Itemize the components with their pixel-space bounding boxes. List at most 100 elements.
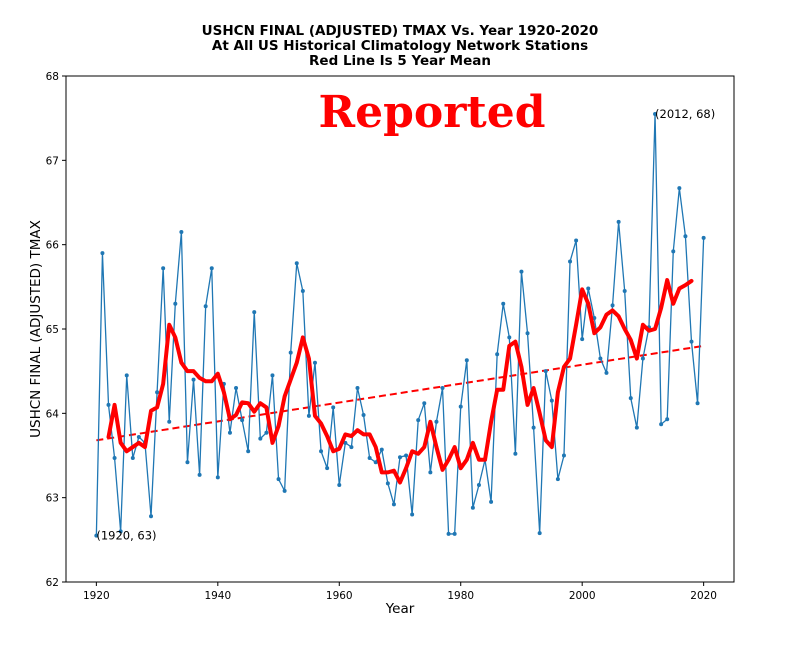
chart-title-line-2: At All US Historical Climatology Network… bbox=[212, 38, 588, 54]
y-tick-label: 62 bbox=[46, 577, 59, 589]
data-point bbox=[373, 460, 378, 465]
data-point bbox=[312, 360, 317, 365]
data-point bbox=[398, 455, 402, 460]
data-point bbox=[555, 477, 560, 482]
data-point bbox=[197, 472, 202, 477]
y-tick-label: 65 bbox=[46, 324, 59, 336]
data-point bbox=[653, 111, 658, 116]
data-point bbox=[282, 488, 287, 493]
data-point bbox=[191, 377, 196, 382]
data-point bbox=[112, 456, 117, 461]
x-tick-label: 1920 bbox=[83, 590, 110, 602]
data-point bbox=[604, 370, 609, 375]
data-point bbox=[94, 533, 99, 538]
x-tick-label: 2020 bbox=[690, 590, 717, 602]
x-axis: 1920 1940 1960 1980 2000 2020 bbox=[83, 582, 717, 602]
trend-line bbox=[96, 344, 704, 442]
x-tick-label: 2000 bbox=[569, 590, 596, 602]
data-point bbox=[294, 261, 299, 266]
data-point bbox=[185, 460, 190, 465]
data-point bbox=[574, 238, 579, 243]
data-point bbox=[179, 230, 184, 235]
data-point bbox=[276, 477, 281, 482]
data-point bbox=[586, 286, 591, 291]
data-point bbox=[470, 505, 475, 510]
data-point bbox=[659, 422, 664, 427]
data-point bbox=[628, 396, 633, 401]
data-point bbox=[507, 335, 512, 340]
point-annotation: (1920, 63) bbox=[96, 529, 156, 543]
data-point bbox=[464, 358, 469, 363]
data-point bbox=[227, 430, 232, 435]
data-point bbox=[671, 249, 676, 254]
data-point bbox=[331, 405, 336, 410]
data-point bbox=[252, 310, 257, 315]
data-point bbox=[100, 251, 105, 256]
data-point bbox=[476, 483, 481, 488]
data-point bbox=[634, 425, 639, 430]
data-point bbox=[458, 404, 463, 409]
data-point bbox=[501, 301, 506, 306]
data-point bbox=[106, 402, 111, 407]
data-point bbox=[580, 337, 585, 342]
data-point bbox=[136, 434, 141, 439]
data-point bbox=[167, 419, 172, 424]
data-point bbox=[640, 356, 645, 361]
data-point bbox=[306, 413, 311, 418]
data-point bbox=[215, 475, 220, 480]
data-point bbox=[385, 481, 390, 486]
data-point bbox=[209, 266, 214, 271]
y-axis: 62 63 64 65 66 67 68 bbox=[46, 71, 66, 589]
data-point bbox=[446, 531, 451, 536]
data-point bbox=[513, 451, 518, 456]
plot-area bbox=[94, 111, 706, 538]
data-point bbox=[337, 483, 342, 488]
data-point bbox=[549, 398, 554, 403]
data-point bbox=[355, 386, 360, 391]
data-point bbox=[258, 436, 263, 441]
data-point bbox=[379, 447, 384, 452]
reported-stamp: Reported bbox=[319, 87, 546, 138]
data-point bbox=[568, 259, 573, 264]
data-point bbox=[300, 289, 305, 294]
y-tick-label: 64 bbox=[46, 408, 60, 420]
data-point bbox=[325, 466, 330, 471]
data-point bbox=[428, 470, 433, 475]
x-tick-label: 1960 bbox=[326, 590, 353, 602]
data-point bbox=[118, 529, 123, 534]
five-year-mean-line bbox=[106, 278, 694, 485]
data-point bbox=[689, 339, 694, 344]
data-point bbox=[173, 301, 178, 306]
data-point bbox=[665, 417, 670, 422]
data-point bbox=[440, 386, 445, 391]
data-point bbox=[598, 356, 603, 361]
data-point bbox=[203, 304, 208, 309]
data-point bbox=[622, 289, 627, 294]
data-point bbox=[677, 186, 682, 191]
data-point bbox=[531, 425, 536, 430]
data-point bbox=[246, 449, 251, 454]
data-point bbox=[391, 502, 396, 507]
data-point bbox=[264, 430, 269, 435]
data-point bbox=[525, 331, 530, 336]
x-tick-label: 1980 bbox=[447, 590, 474, 602]
data-point bbox=[155, 390, 160, 395]
chart-title-line-3: Red Line Is 5 Year Mean bbox=[309, 53, 491, 69]
data-point bbox=[422, 401, 427, 406]
data-point bbox=[561, 453, 566, 458]
data-point bbox=[519, 269, 524, 274]
data-point bbox=[452, 531, 457, 536]
data-point bbox=[361, 413, 366, 418]
x-tick-label: 1940 bbox=[204, 590, 231, 602]
data-point bbox=[124, 373, 129, 378]
data-point bbox=[434, 419, 439, 424]
annotations: (1920, 63) (2012, 68) bbox=[96, 107, 715, 543]
data-point bbox=[495, 352, 500, 357]
data-point bbox=[416, 418, 421, 423]
data-point bbox=[234, 386, 239, 391]
data-point bbox=[319, 449, 324, 454]
annual-tmax-line bbox=[95, 113, 705, 536]
data-point bbox=[240, 418, 245, 423]
data-point bbox=[616, 219, 621, 224]
